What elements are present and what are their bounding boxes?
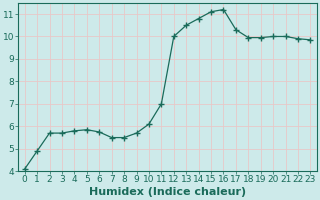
X-axis label: Humidex (Indice chaleur): Humidex (Indice chaleur): [89, 187, 246, 197]
